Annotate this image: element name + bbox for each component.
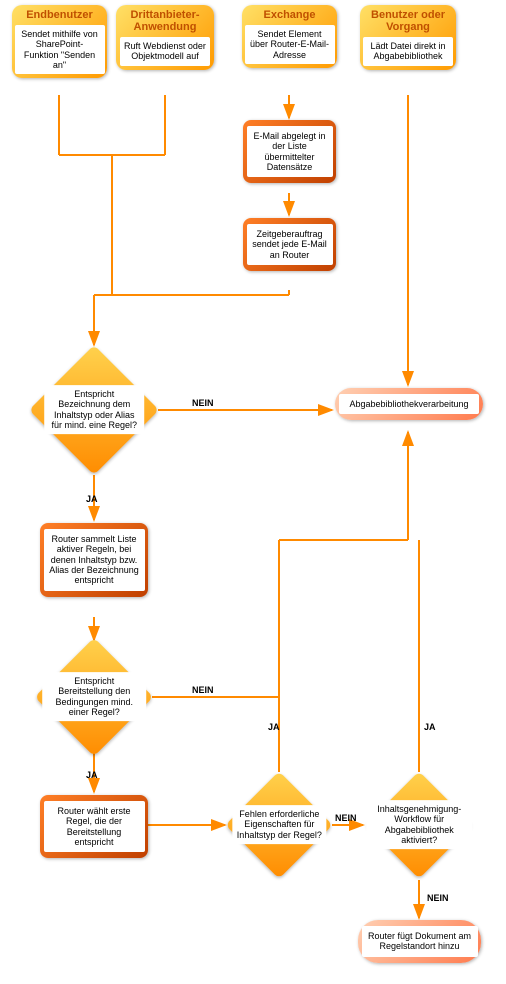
decision-workflow: Inhaltsgenehmigung-Workflow für Abgabebi… bbox=[365, 771, 472, 878]
terminal-verarbeitung: Abgabebibliothekverarbeitung bbox=[335, 388, 483, 420]
process-zeitgeber: Zeitgeberauftrag sendet jede E-Mail an R… bbox=[243, 218, 336, 271]
header-desc: Lädt Datei direkt in Abgabebibliothek bbox=[363, 37, 453, 66]
process-text: Router sammelt Liste aktiver Regeln, bei… bbox=[44, 529, 145, 591]
header-title: Endbenutzer bbox=[26, 9, 93, 21]
label-ja: JA bbox=[268, 722, 280, 732]
header-desc: Ruft Webdienst oder Objektmodell auf bbox=[120, 37, 210, 66]
header-endbenutzer: Endbenutzer Sendet mithilfe von SharePoi… bbox=[12, 5, 107, 78]
header-title: Exchange bbox=[264, 9, 316, 21]
header-title: Drittanbieter-Anwendung bbox=[120, 9, 210, 33]
terminal-text: Abgabebibliothekverarbeitung bbox=[339, 394, 479, 414]
header-benutzer: Benutzer oder Vorgang Lädt Datei direkt … bbox=[360, 5, 456, 70]
decision-text: Entspricht Bereitstellung den Bedingunge… bbox=[42, 672, 146, 721]
label-nein: NEIN bbox=[192, 685, 214, 695]
header-exchange: Exchange Sendet Element über Router-E-Ma… bbox=[242, 5, 337, 68]
process-text: Router wählt erste Regel, die der Bereit… bbox=[44, 801, 145, 852]
header-drittanbieter: Drittanbieter-Anwendung Ruft Webdienst o… bbox=[116, 5, 214, 70]
header-title: Benutzer oder Vorgang bbox=[364, 9, 452, 33]
decision-text: Fehlen erforderliche Eigenschaften für I… bbox=[232, 805, 326, 844]
process-text: E-Mail abgelegt in der Liste übermittelt… bbox=[247, 126, 333, 177]
process-email-liste: E-Mail abgelegt in der Liste übermittelt… bbox=[243, 120, 336, 183]
decision-bereitstellung: Entspricht Bereitstellung den Bedingunge… bbox=[35, 638, 154, 757]
label-nein: NEIN bbox=[192, 398, 214, 408]
header-desc: Sendet Element über Router-E-Mail-Adress… bbox=[245, 25, 335, 64]
decision-text: Inhaltsgenehmigung-Workflow für Abgabebi… bbox=[366, 800, 472, 849]
terminal-router-fuegt: Router fügt Dokument am Regelstandort hi… bbox=[358, 920, 481, 963]
header-desc: Sendet mithilfe von SharePoint-Funktion … bbox=[15, 25, 105, 74]
label-ja: JA bbox=[424, 722, 436, 732]
label-nein: NEIN bbox=[427, 893, 449, 903]
label-nein: NEIN bbox=[335, 813, 357, 823]
decision-eigenschaften: Fehlen erforderliche Eigenschaften für I… bbox=[225, 771, 332, 878]
decision-text: Entspricht Bezeichnung dem Inhaltstyp od… bbox=[44, 385, 144, 434]
process-text: Zeitgeberauftrag sendet jede E-Mail an R… bbox=[247, 224, 333, 265]
process-sammelt: Router sammelt Liste aktiver Regeln, bei… bbox=[40, 523, 148, 597]
label-ja: JA bbox=[86, 770, 98, 780]
decision-bezeichnung: Entspricht Bezeichnung dem Inhaltstyp od… bbox=[29, 345, 159, 475]
label-ja: JA bbox=[86, 494, 98, 504]
terminal-text: Router fügt Dokument am Regelstandort hi… bbox=[362, 926, 478, 957]
process-waehlt: Router wählt erste Regel, die der Bereit… bbox=[40, 795, 148, 858]
